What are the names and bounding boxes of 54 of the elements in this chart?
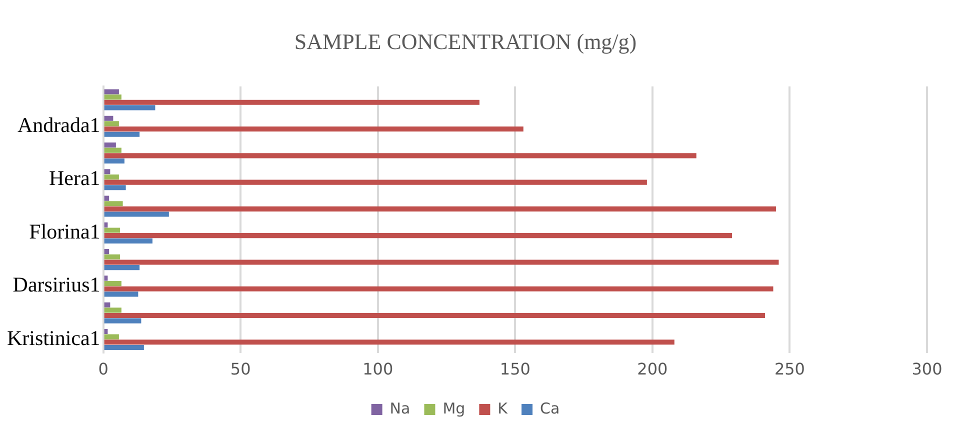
bar xyxy=(104,148,122,153)
bar xyxy=(104,302,110,308)
x-tick-label: 200 xyxy=(637,360,668,379)
legend-label: Ca xyxy=(540,399,560,418)
x-tick-label: 0 xyxy=(98,360,108,379)
bar xyxy=(104,121,119,126)
bar xyxy=(104,132,140,137)
bar xyxy=(104,228,120,233)
bar xyxy=(104,196,110,201)
y-tick-label: Florina1 xyxy=(29,219,100,244)
bar xyxy=(104,249,110,254)
bar xyxy=(104,116,114,121)
bar xyxy=(104,142,116,148)
bar xyxy=(104,233,732,238)
y-tick-label: Kristinica1 xyxy=(7,326,100,350)
legend-label: Na xyxy=(390,399,410,418)
bar xyxy=(104,344,144,350)
bar xyxy=(104,105,156,110)
x-tick-label: 100 xyxy=(362,360,394,379)
bar xyxy=(104,292,138,297)
bar xyxy=(104,180,647,185)
bar xyxy=(104,260,779,265)
bar xyxy=(104,201,123,206)
bar xyxy=(104,212,169,217)
chart-title: SAMPLE CONCENTRATION (mg/g) xyxy=(294,28,637,54)
x-tick-label: 300 xyxy=(912,360,942,379)
bar xyxy=(104,334,119,340)
bar xyxy=(104,318,142,324)
bar xyxy=(104,174,119,180)
bar xyxy=(104,286,774,292)
y-tick-label: Hera1 xyxy=(49,166,100,190)
y-tick-label: Andrada1 xyxy=(18,112,100,137)
bar xyxy=(104,254,120,260)
bar xyxy=(104,94,122,100)
legend-label: Mg xyxy=(442,399,466,418)
x-tick-label: 50 xyxy=(230,360,251,379)
bar xyxy=(104,238,152,244)
bar xyxy=(104,185,126,190)
bar xyxy=(104,312,766,318)
bar xyxy=(104,89,119,94)
bar xyxy=(104,153,696,158)
x-tick-label: 150 xyxy=(500,360,530,379)
bar xyxy=(104,158,124,164)
bar xyxy=(104,265,140,270)
bar xyxy=(104,308,122,313)
bar xyxy=(104,340,674,345)
bar xyxy=(104,126,524,132)
bar xyxy=(104,100,480,105)
y-tick-label: Darsirius1 xyxy=(12,272,100,297)
bar xyxy=(104,169,110,174)
bar xyxy=(104,281,122,286)
legend-label: K xyxy=(498,399,509,418)
x-tick-label: 250 xyxy=(774,360,805,379)
bar xyxy=(104,206,776,212)
